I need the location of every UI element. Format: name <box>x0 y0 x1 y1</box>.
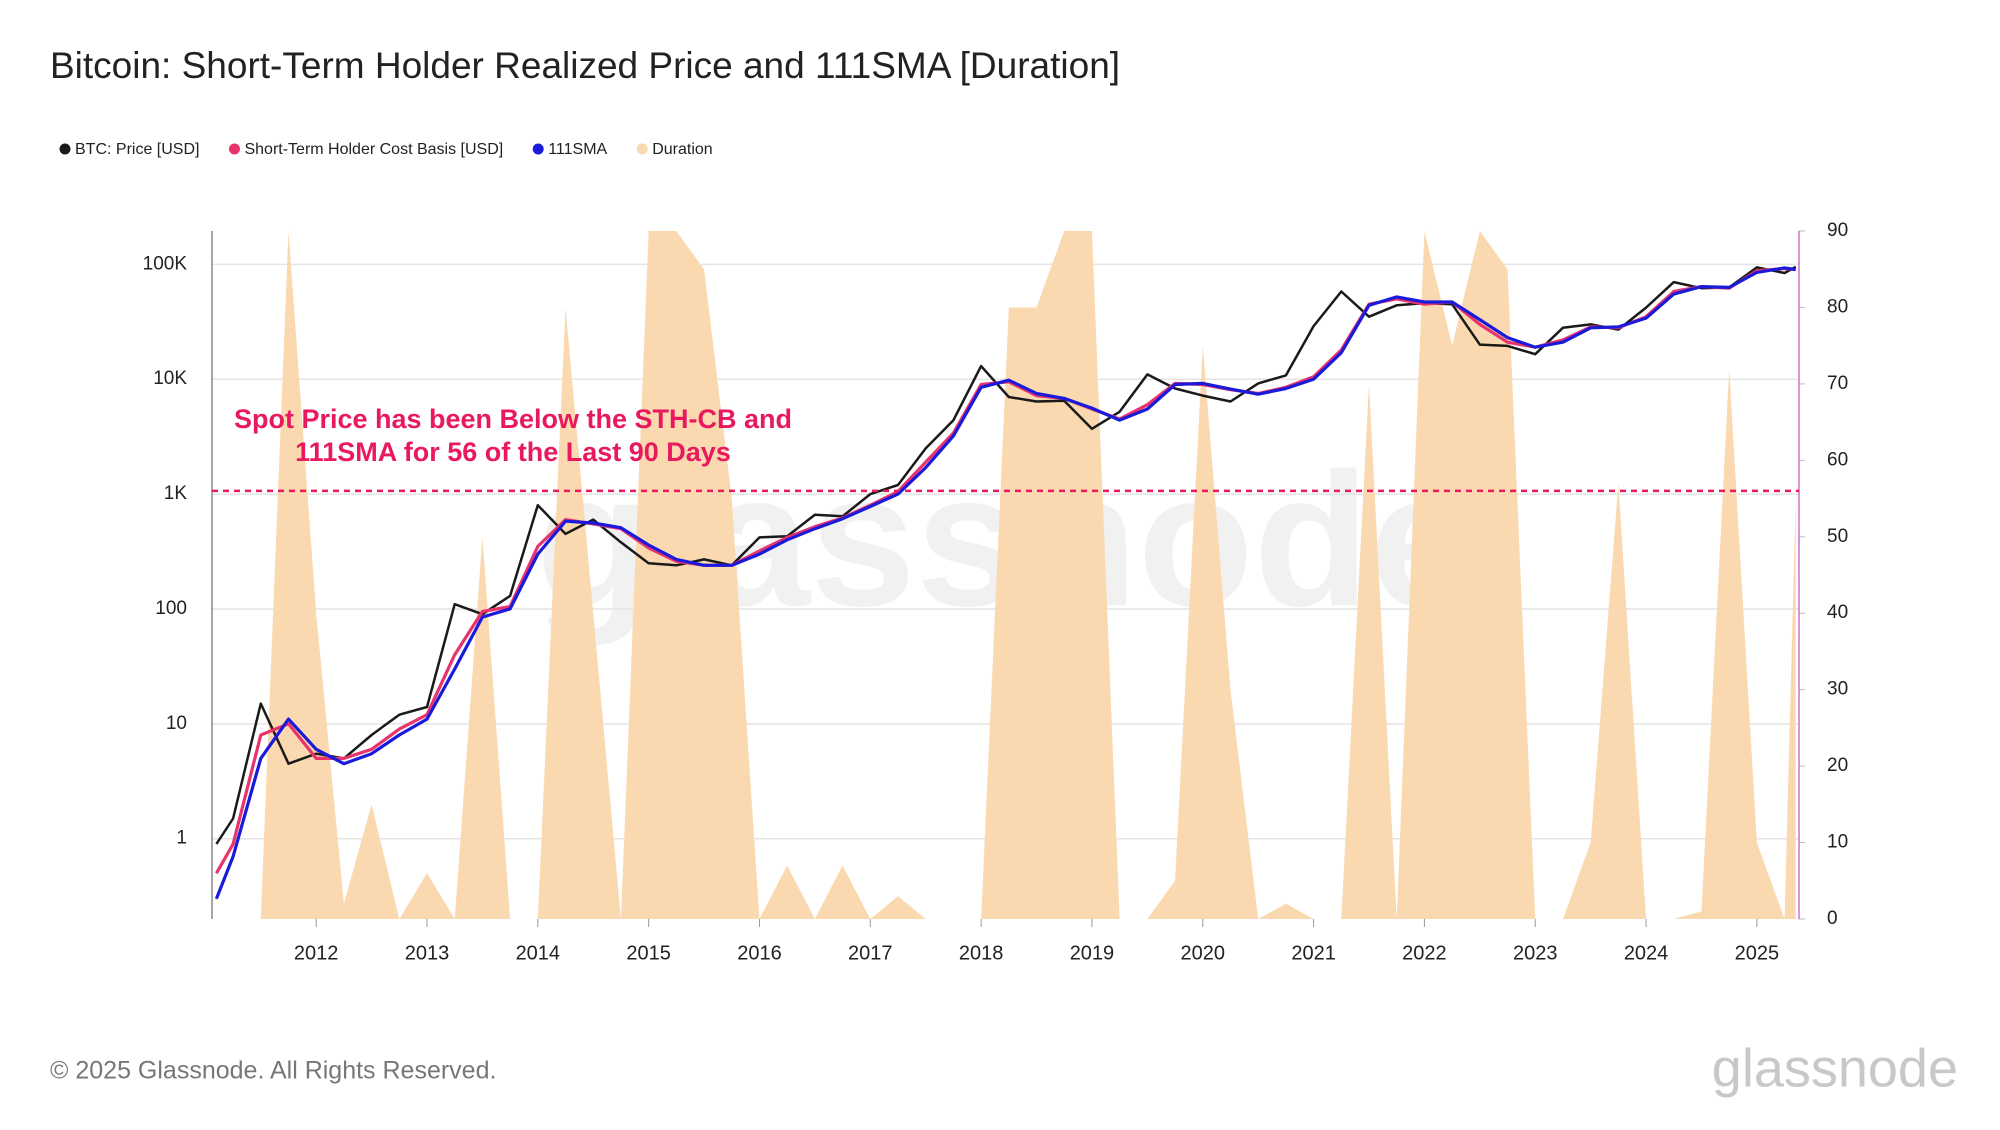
y2-tick-label: 70 <box>1827 373 1848 394</box>
duration-area <box>216 231 1796 919</box>
y-tick-label: 10 <box>166 713 187 734</box>
legend-marker <box>636 143 648 155</box>
footer: © 2025 Glassnode. All Rights Reserved. <box>50 1057 496 1085</box>
y-tick-label: 1 <box>176 828 187 849</box>
y-tick-label: 100 <box>155 598 187 619</box>
x-tick-label: 2017 <box>848 942 893 964</box>
y2-tick-label: 0 <box>1827 908 1838 929</box>
y2-tick-label: 80 <box>1827 296 1848 317</box>
logo: glassnode <box>1712 1038 1958 1098</box>
legend-label: BTC: Price [USD] <box>75 141 199 158</box>
y2-tick-label: 10 <box>1827 832 1848 853</box>
legend-marker <box>59 143 71 155</box>
y2-tick-label: 40 <box>1827 602 1848 623</box>
annotation: 111SMA for 56 of the Last 90 Days <box>295 437 731 467</box>
x-tick-label: 2020 <box>1181 942 1226 964</box>
x-tick-label: 2022 <box>1402 942 1447 964</box>
x-tick-label: 2015 <box>626 942 671 964</box>
y-tick-label: 10K <box>153 368 187 389</box>
legend-marker <box>532 143 544 155</box>
y-tick-label: 1K <box>164 483 188 504</box>
legend-marker <box>228 143 240 155</box>
legend-label: 111SMA <box>548 141 607 158</box>
x-tick-label: 2016 <box>737 942 782 964</box>
x-tick-label: 2018 <box>959 942 1004 964</box>
x-tick-label: 2014 <box>516 942 561 964</box>
x-tick-label: 2013 <box>405 942 450 964</box>
y2-tick-label: 90 <box>1827 220 1848 241</box>
x-tick-label: 2023 <box>1513 942 1558 964</box>
legend: BTC: Price [USD] Short-Term Holder Cost B… <box>59 141 713 158</box>
y2-tick-label: 20 <box>1827 755 1848 776</box>
legend-label: Short-Term Holder Cost Basis [USD] <box>244 141 503 158</box>
x-tick-label: 2012 <box>294 942 339 964</box>
legend-label: Duration <box>652 141 712 158</box>
y2-tick-label: 60 <box>1827 449 1848 470</box>
y-tick-label: 100K <box>143 253 188 274</box>
chart-title: Bitcoin: Short-Term Holder Realized Pric… <box>50 45 1120 86</box>
annotation: Spot Price has been Below the STH-CB and <box>234 404 792 434</box>
x-tick-label: 2021 <box>1291 942 1336 964</box>
x-tick-label: 2025 <box>1735 942 1780 964</box>
series-line <box>214 266 1796 900</box>
y2-tick-label: 30 <box>1827 679 1848 700</box>
x-tick-label: 2019 <box>1070 942 1115 964</box>
y2-tick-label: 50 <box>1827 526 1848 547</box>
x-tick-label: 2024 <box>1624 942 1669 964</box>
